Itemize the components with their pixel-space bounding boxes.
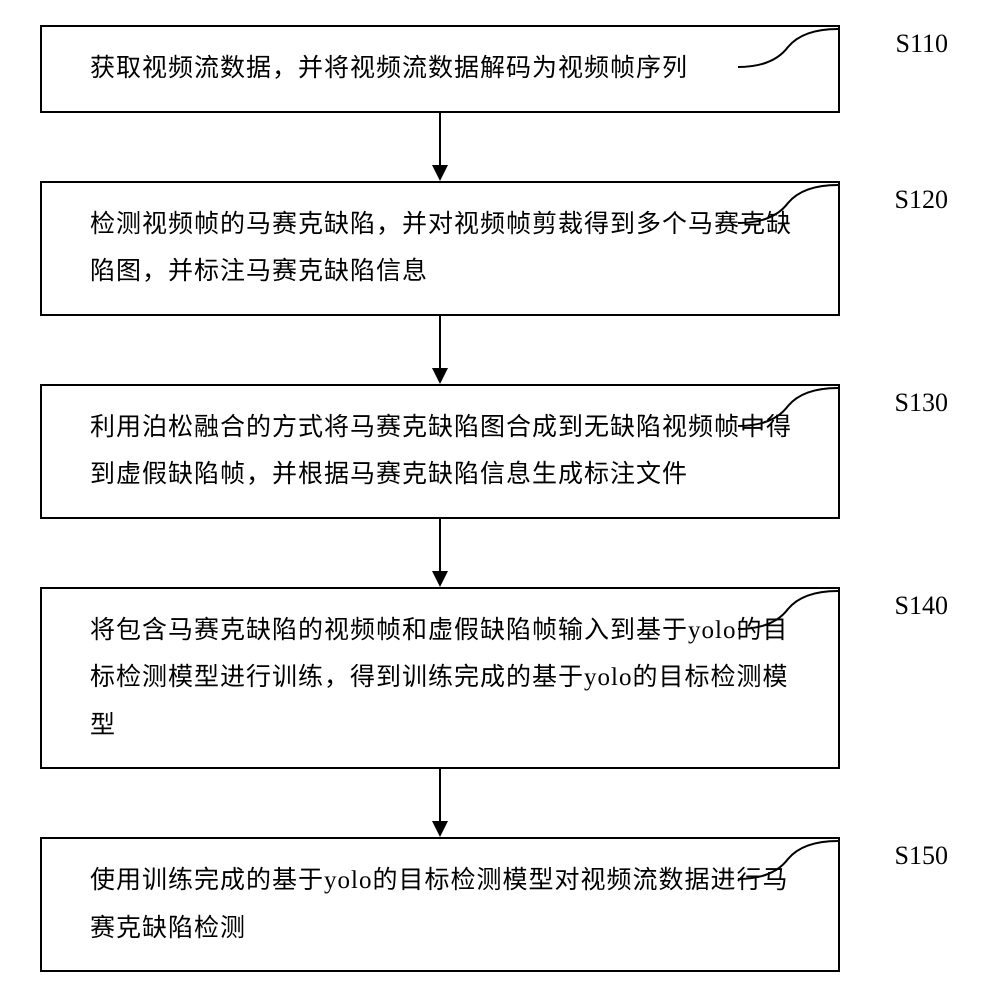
step-label: S120: [895, 175, 948, 224]
flow-box-s110: 获取视频流数据，并将视频流数据解码为视频帧序列 S110: [40, 25, 840, 113]
arrow-down: [40, 113, 840, 181]
flow-step: 使用训练完成的基于yolo的目标检测模型对视频流数据进行马赛克缺陷检测 S150: [40, 837, 950, 972]
flow-box-s120: 检测视频帧的马赛克缺陷，并对视频帧剪裁得到多个马赛克缺陷图，并标注马赛克缺陷信息…: [40, 181, 840, 316]
connector-curve-icon: [738, 27, 848, 72]
connector-curve-icon: [738, 589, 848, 634]
connector-curve-icon: [738, 183, 848, 228]
flow-box-text: 利用泊松融合的方式将马赛克缺陷图合成到无缺陷视频帧中得到虚假缺陷帧，并根据马赛克…: [90, 404, 810, 499]
flowchart: 获取视频流数据，并将视频流数据解码为视频帧序列 S110 检测视频帧的马赛克缺陷…: [40, 25, 950, 972]
step-label: S150: [895, 831, 948, 880]
flow-box-text: 获取视频流数据，并将视频流数据解码为视频帧序列: [90, 45, 810, 93]
connector-curve-icon: [738, 386, 848, 431]
flow-box-text: 将包含马赛克缺陷的视频帧和虚假缺陷帧输入到基于yolo的目标检测模型进行训练，得…: [90, 607, 810, 750]
arrow-down: [40, 316, 840, 384]
step-label: S130: [895, 378, 948, 427]
flow-box-text: 检测视频帧的马赛克缺陷，并对视频帧剪裁得到多个马赛克缺陷图，并标注马赛克缺陷信息: [90, 201, 810, 296]
step-label: S140: [895, 581, 948, 630]
flow-step: 获取视频流数据，并将视频流数据解码为视频帧序列 S110: [40, 25, 950, 113]
label-connector: S110: [788, 27, 948, 77]
arrow-down-icon: [428, 113, 452, 181]
step-label: S110: [896, 19, 949, 68]
arrow-down-icon: [428, 769, 452, 837]
arrow-down-icon: [428, 316, 452, 384]
flow-step: 利用泊松融合的方式将马赛克缺陷图合成到无缺陷视频帧中得到虚假缺陷帧，并根据马赛克…: [40, 384, 950, 519]
flow-step: 将包含马赛克缺陷的视频帧和虚假缺陷帧输入到基于yolo的目标检测模型进行训练，得…: [40, 587, 950, 770]
arrow-down: [40, 519, 840, 587]
flow-box-text: 使用训练完成的基于yolo的目标检测模型对视频流数据进行马赛克缺陷检测: [90, 857, 810, 952]
label-connector: S140: [788, 589, 948, 639]
flow-box-s150: 使用训练完成的基于yolo的目标检测模型对视频流数据进行马赛克缺陷检测 S150: [40, 837, 840, 972]
label-connector: S150: [788, 839, 948, 889]
label-connector: S120: [788, 183, 948, 233]
connector-curve-icon: [738, 839, 848, 884]
arrow-down: [40, 769, 840, 837]
flow-box-s130: 利用泊松融合的方式将马赛克缺陷图合成到无缺陷视频帧中得到虚假缺陷帧，并根据马赛克…: [40, 384, 840, 519]
flow-box-s140: 将包含马赛克缺陷的视频帧和虚假缺陷帧输入到基于yolo的目标检测模型进行训练，得…: [40, 587, 840, 770]
label-connector: S130: [788, 386, 948, 436]
flow-step: 检测视频帧的马赛克缺陷，并对视频帧剪裁得到多个马赛克缺陷图，并标注马赛克缺陷信息…: [40, 181, 950, 316]
arrow-down-icon: [428, 519, 452, 587]
